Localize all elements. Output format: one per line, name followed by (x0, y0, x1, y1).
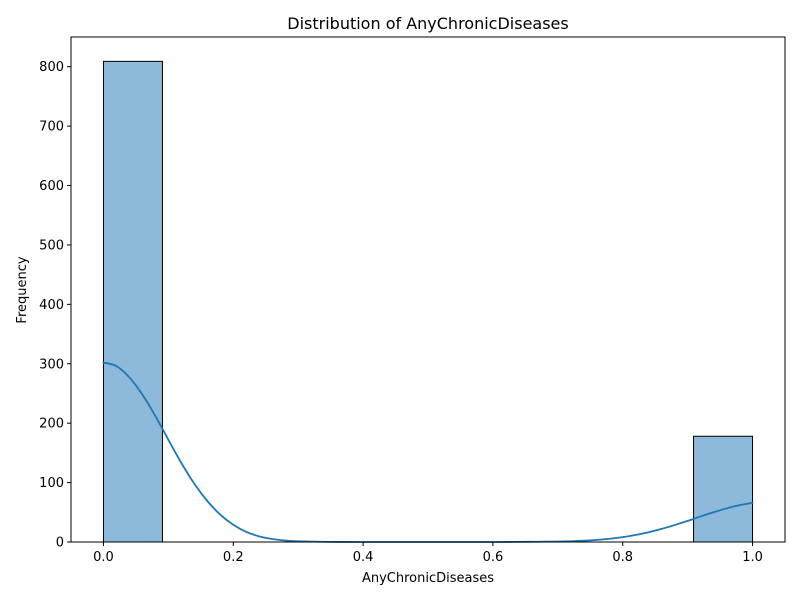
x-tick-label: 1.0 (742, 550, 763, 565)
chart-title: Distribution of AnyChronicDiseases (287, 14, 568, 33)
kde-layer (102, 361, 754, 543)
plot-frame (70, 36, 786, 543)
y-tick-label: 400 (39, 298, 64, 313)
y-tick-label: 200 (39, 417, 64, 432)
x-tick-label: 0.6 (483, 550, 504, 565)
x-tick-label: 0.0 (93, 550, 114, 565)
kde-line (102, 361, 754, 543)
axes-layer: 0.0 0.2 0.4 0.6 0.8 1.0 0 100 200 300 400 500 600 700… (39, 36, 786, 565)
y-tick-label: 300 (39, 357, 64, 372)
y-axis-label: Frequency (15, 256, 30, 323)
y-tick-label: 0 (56, 536, 64, 551)
y-tick-label: 800 (39, 60, 64, 75)
x-tick-label: 0.4 (353, 550, 374, 565)
y-tick-label: 100 (39, 476, 64, 491)
histogram-bar-0 (102, 60, 163, 543)
x-axis-label: AnyChronicDiseases (362, 571, 494, 586)
y-tick-label: 600 (39, 179, 64, 194)
x-tick-label: 0.8 (612, 550, 633, 565)
y-tick-label: 500 (39, 238, 64, 253)
x-tick-label: 0.2 (223, 550, 244, 565)
histogram-bar-1 (693, 435, 754, 543)
y-tick-label: 700 (39, 120, 64, 135)
bars-layer (102, 60, 754, 543)
